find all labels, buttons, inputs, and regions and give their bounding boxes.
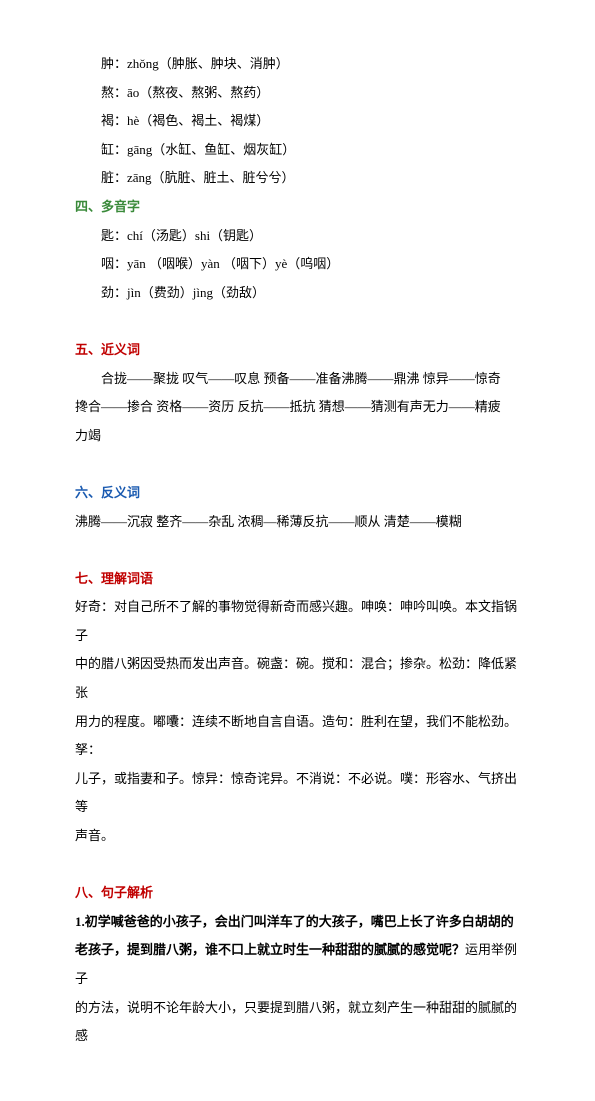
section-heading-8: 八、句子解析 (75, 879, 525, 908)
body-line: 搀合——掺合 资格——资历 反抗——抵抗 猜想——猜测有声无力——精疲 (75, 393, 525, 422)
body-line-mixed: 老孩子，提到腊八粥，谁不口上就立时生一种甜甜的腻腻的感觉呢？运用举例子 (75, 936, 525, 993)
document-page: 肿：zhǒng（肿胀、肿块、消肿） 熬：āo（熬夜、熬粥、熬药） 褐：hè（褐色… (0, 0, 595, 1101)
section-heading-7: 七、理解词语 (75, 565, 525, 594)
pinyin-line: 熬：āo（熬夜、熬粥、熬药） (75, 79, 525, 108)
pinyin-line: 缸：gāng（水缸、鱼缸、烟灰缸） (75, 136, 525, 165)
body-line: 儿子，或指妻和子。惊异：惊奇诧异。不消说：不必说。噗：形容水、气挤出等 (75, 765, 525, 822)
body-line: 中的腊八粥因受热而发出声音。碗盏：碗。搅和：混合；掺杂。松劲：降低紧张 (75, 650, 525, 707)
bold-span: 老孩子，提到腊八粥，谁不口上就立时生一种甜甜的腻腻的感觉呢？ (75, 942, 465, 957)
section-heading-6: 六、反义词 (75, 479, 525, 508)
body-line: 用力的程度。嘟囔：连续不断地自言自语。造句：胜利在望，我们不能松劲。孥： (75, 708, 525, 765)
section-heading-5: 五、近义词 (75, 336, 525, 365)
body-line: 力竭 (75, 422, 525, 451)
pinyin-line: 褐：hè（褐色、褐土、褐煤） (75, 107, 525, 136)
body-line: 咽：yān （咽喉）yàn （咽下）yè（呜咽） (75, 250, 525, 279)
body-line: 的方法，说明不论年龄大小，只要提到腊八粥，就立刻产生一种甜甜的腻腻的感 (75, 994, 525, 1051)
body-line-bold: 1.初学喊爸爸的小孩子，会出门叫洋车了的大孩子，嘴巴上长了许多白胡胡的 (75, 908, 525, 937)
body-line: 沸腾——沉寂 整齐——杂乱 浓稠—稀薄反抗——顺从 清楚——模糊 (75, 508, 525, 537)
body-line: 好奇：对自己所不了解的事物觉得新奇而感兴趣。呻唤：呻吟叫唤。本文指锅子 (75, 593, 525, 650)
body-line: 匙：chí（汤匙）shi（钥匙） (75, 222, 525, 251)
section-heading-4: 四、多音字 (75, 193, 525, 222)
body-line: 劲：jìn（费劲）jìng（劲敌） (75, 279, 525, 308)
pinyin-line: 肿：zhǒng（肿胀、肿块、消肿） (75, 50, 525, 79)
body-line: 声音。 (75, 822, 525, 851)
pinyin-line: 脏：zāng（肮脏、脏土、脏兮兮） (75, 164, 525, 193)
body-line: 合拢——聚拢 叹气——叹息 预备——准备沸腾——鼎沸 惊异——惊奇 (75, 365, 525, 394)
